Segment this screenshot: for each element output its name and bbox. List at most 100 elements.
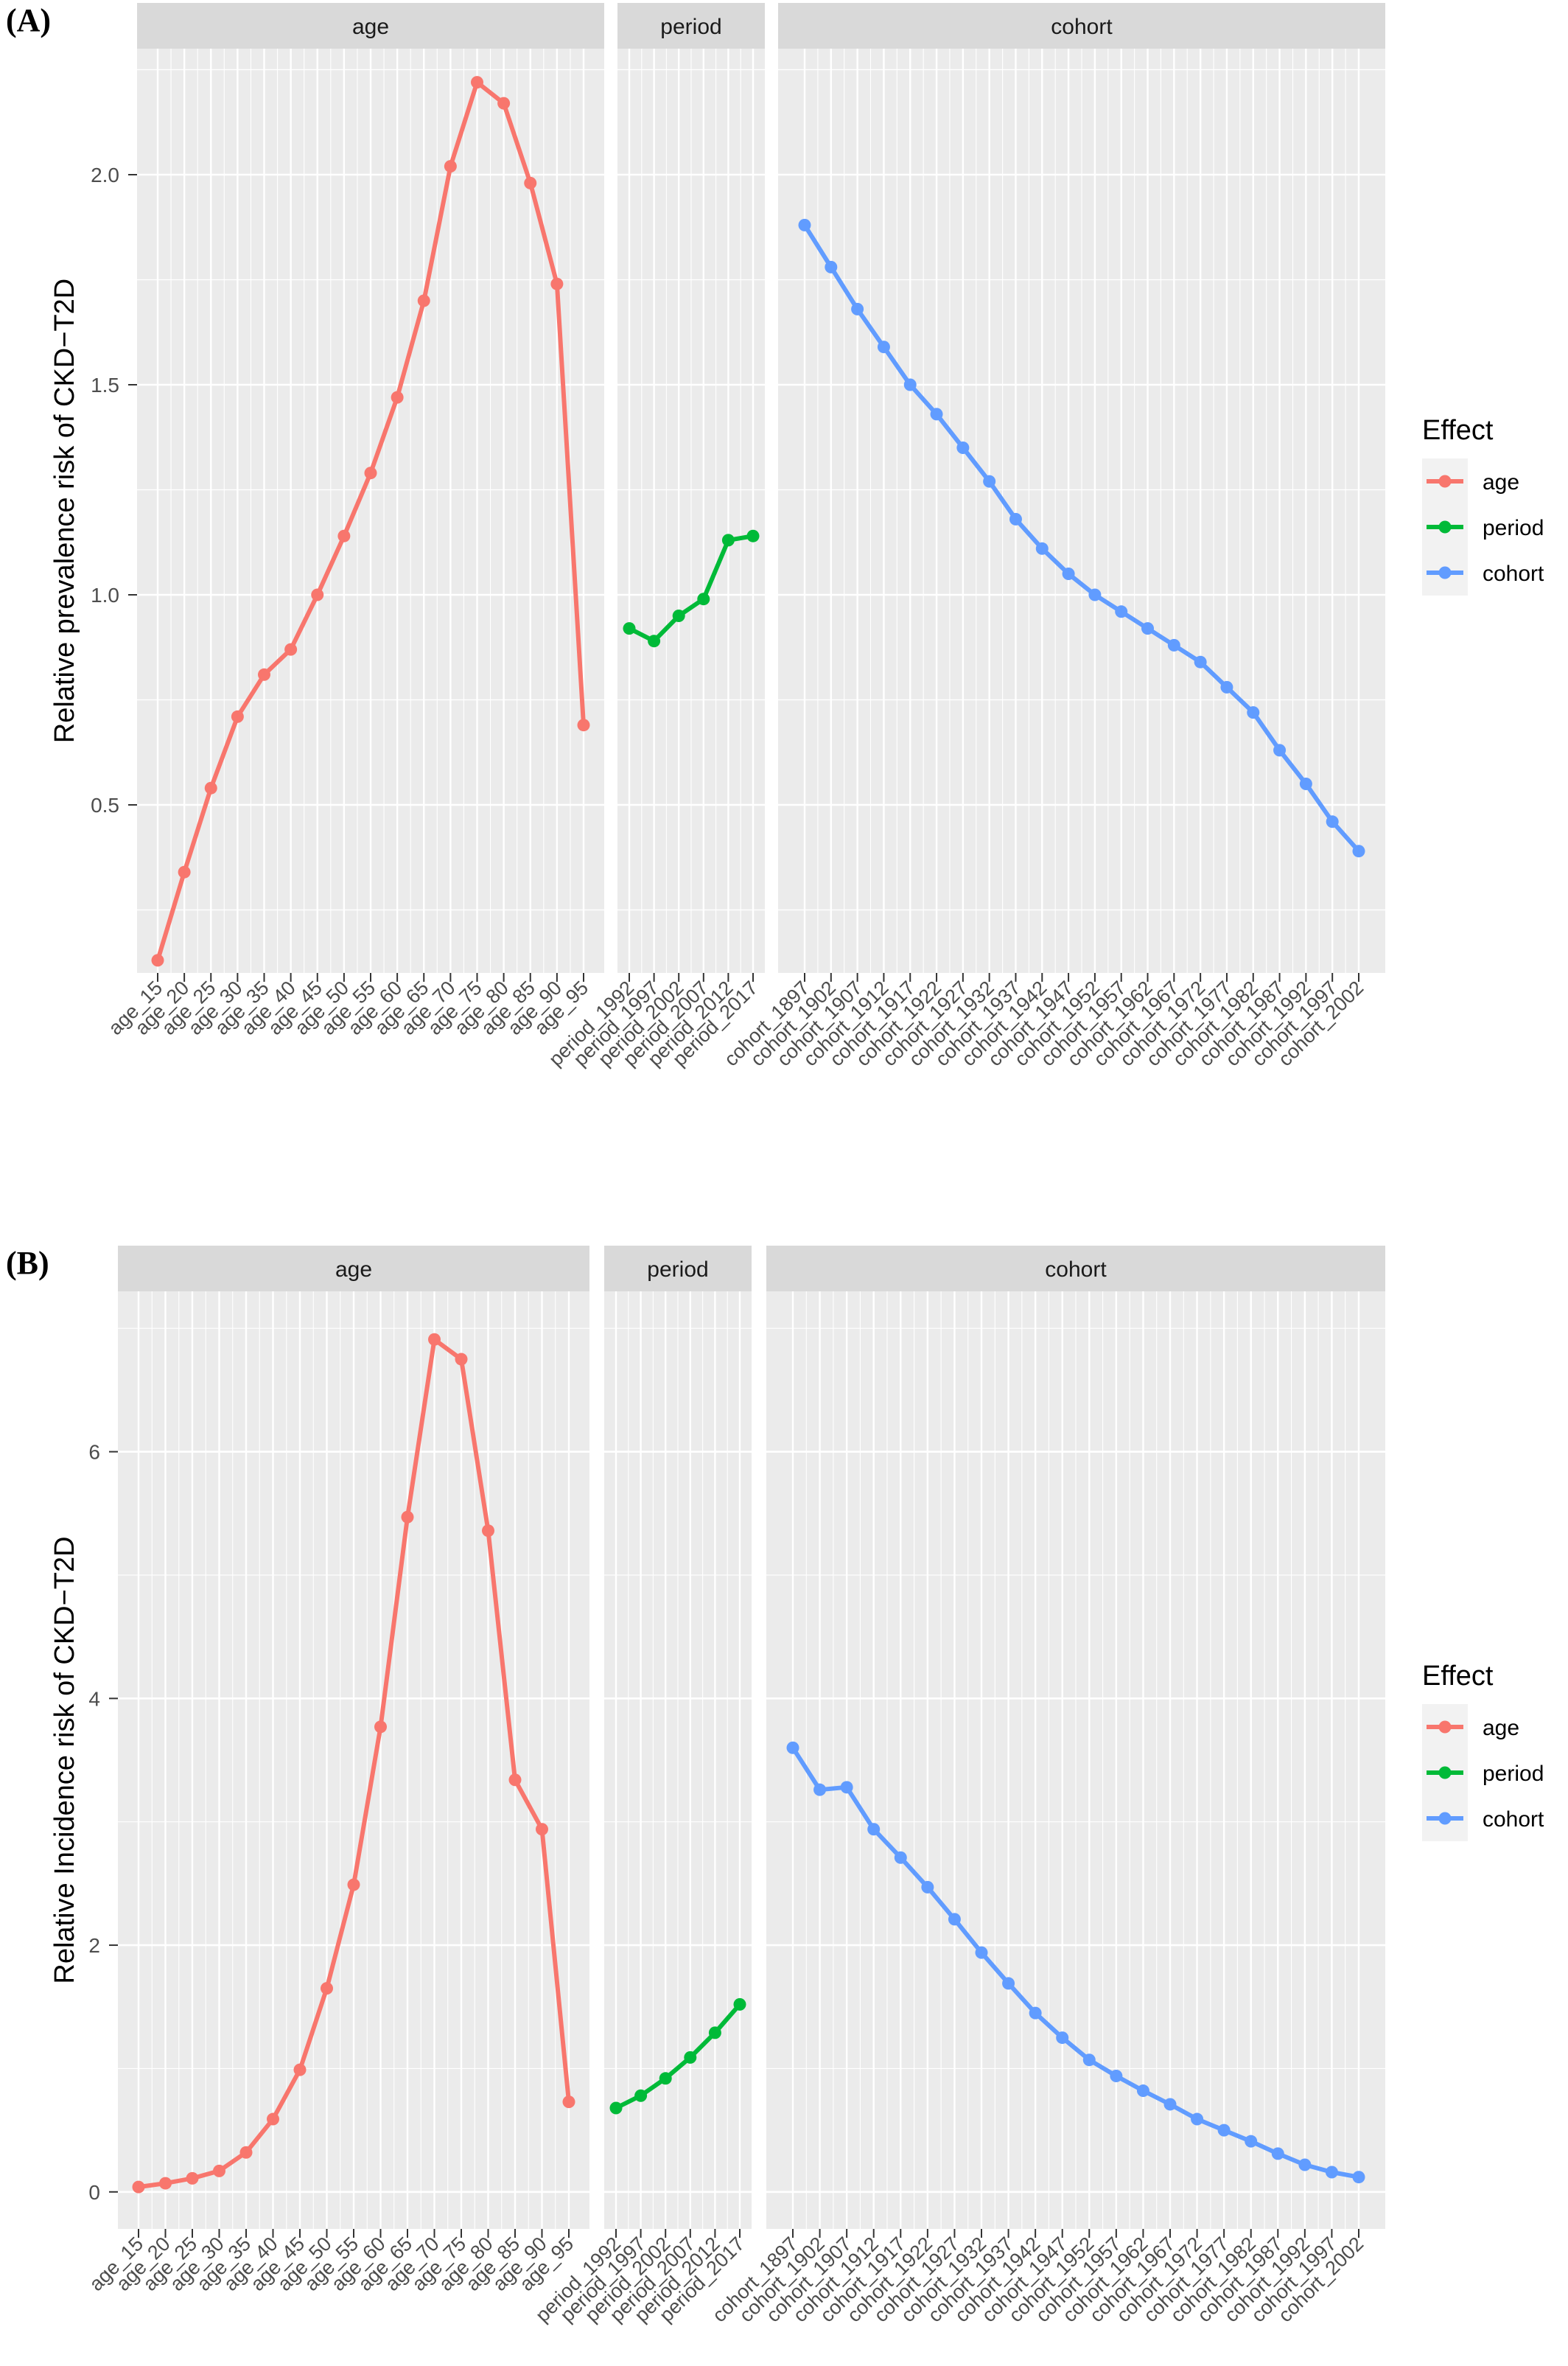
data-point	[455, 1353, 468, 1366]
legend-item-label: age	[1483, 470, 1519, 495]
data-point	[921, 1880, 934, 1894]
facet-strip	[617, 3, 765, 49]
data-point	[733, 1997, 746, 2011]
y-tick-label: 0.5	[91, 794, 119, 817]
data-point	[482, 1524, 494, 1538]
data-point	[894, 1851, 907, 1864]
data-point	[1271, 2147, 1284, 2160]
y-tick-label: 1.0	[91, 584, 119, 607]
data-point	[497, 97, 511, 110]
y-axis-label: Relative prevalence risk of CKD−T2D	[49, 279, 80, 743]
data-point	[347, 1878, 360, 1891]
data-point	[825, 260, 838, 273]
series-line-cohort	[802, 223, 1361, 853]
data-point	[672, 610, 685, 622]
data-point	[609, 2101, 623, 2115]
data-point	[1163, 2098, 1177, 2111]
legend: Effect age period cohort Effect age period coho…	[1422, 415, 1544, 1841]
legend-panel-B: Effect age period cohort	[1422, 1661, 1544, 1841]
legend-item-label: period	[1483, 516, 1544, 540]
data-point	[444, 160, 457, 173]
data-point	[417, 294, 430, 307]
chart-panel-A: (A) Relative prevalence risk of CKD−T2D 0.…	[6, 2, 1385, 1070]
facet-strip-label: age	[335, 1257, 372, 1282]
data-point	[284, 643, 298, 656]
data-point	[697, 593, 710, 606]
data-point	[1191, 2112, 1204, 2126]
y-tick-label: 2.0	[91, 164, 119, 186]
legend-key-point	[1438, 1720, 1452, 1734]
legend-item-label: period	[1483, 1762, 1544, 1786]
facet-strip	[778, 3, 1385, 49]
y-tick-label: 4	[88, 1687, 100, 1710]
series-line-cohort	[791, 1746, 1359, 2180]
data-point	[867, 1823, 881, 1836]
data-point	[1326, 815, 1339, 828]
data-point	[1167, 638, 1180, 652]
data-point	[1273, 744, 1287, 757]
data-point	[1298, 2158, 1312, 2171]
data-point	[1062, 568, 1075, 580]
data-point	[1247, 706, 1260, 719]
data-point	[311, 588, 324, 601]
data-point	[321, 1982, 333, 1995]
legend-item-label: cohort	[1483, 562, 1544, 586]
data-point	[684, 2051, 697, 2064]
legend-item-label: cohort	[1483, 1807, 1544, 1832]
data-point	[178, 865, 191, 879]
data-point	[1088, 588, 1102, 601]
data-point	[1299, 778, 1312, 790]
data-point	[721, 534, 735, 547]
data-point	[983, 475, 996, 488]
facet-strip	[137, 3, 604, 49]
data-point	[1141, 622, 1155, 635]
data-point	[1035, 542, 1049, 555]
data-point	[1029, 2006, 1042, 2020]
y-tick-label: 6	[88, 1441, 100, 1464]
chart-layer: (A) Relative prevalence risk of CKD−T2D 0.…	[6, 2, 1385, 2326]
data-point	[948, 1913, 961, 1926]
facet-strip	[118, 1246, 589, 1291]
facet-cohort: cohortcohort_1897cohort_1902cohort_1907c…	[720, 3, 1385, 1070]
legend-key-point	[1438, 566, 1452, 579]
data-point	[1217, 2124, 1231, 2137]
data-point	[786, 1741, 799, 1754]
facet-strip-label: cohort	[1045, 1257, 1107, 1282]
panel-letter: (A)	[6, 2, 51, 38]
data-point	[508, 1773, 522, 1787]
data-point	[708, 2026, 721, 2039]
facet-strip-label: period	[647, 1257, 708, 1282]
data-point	[337, 529, 351, 542]
data-point	[930, 408, 943, 421]
data-point	[1110, 2069, 1123, 2082]
y-tick-label: 2	[88, 1934, 100, 1957]
data-point	[524, 176, 537, 189]
data-point	[1352, 2171, 1365, 2184]
data-point	[1245, 2135, 1258, 2148]
data-point	[213, 2164, 225, 2177]
data-point	[975, 1946, 988, 1959]
data-point	[293, 2063, 307, 2076]
data-point	[239, 2146, 253, 2159]
data-point	[1002, 1977, 1015, 1990]
data-point	[1220, 680, 1233, 694]
data-point	[1115, 605, 1128, 618]
data-point	[159, 2177, 172, 2190]
data-point	[186, 2171, 199, 2185]
data-point	[648, 635, 661, 648]
data-point	[231, 710, 244, 723]
data-point	[204, 781, 217, 795]
facet-age: ageage_15age_20age_25age_30age_35age_40a…	[85, 1246, 589, 2295]
legend-panel-A: Effect age period cohort	[1422, 415, 1544, 596]
legend-key-point	[1438, 1766, 1452, 1779]
y-axis-label: Relative Incidence risk of CKD−T2D	[49, 1536, 80, 1983]
data-point	[851, 302, 864, 315]
legend-title: Effect	[1422, 415, 1494, 446]
facet-strip	[604, 1246, 752, 1291]
data-point	[1136, 2084, 1149, 2098]
panel-letter: (B)	[6, 1245, 49, 1281]
data-point	[798, 218, 811, 231]
legend-key-point	[1438, 475, 1452, 488]
facet-strip-label: age	[352, 15, 389, 39]
